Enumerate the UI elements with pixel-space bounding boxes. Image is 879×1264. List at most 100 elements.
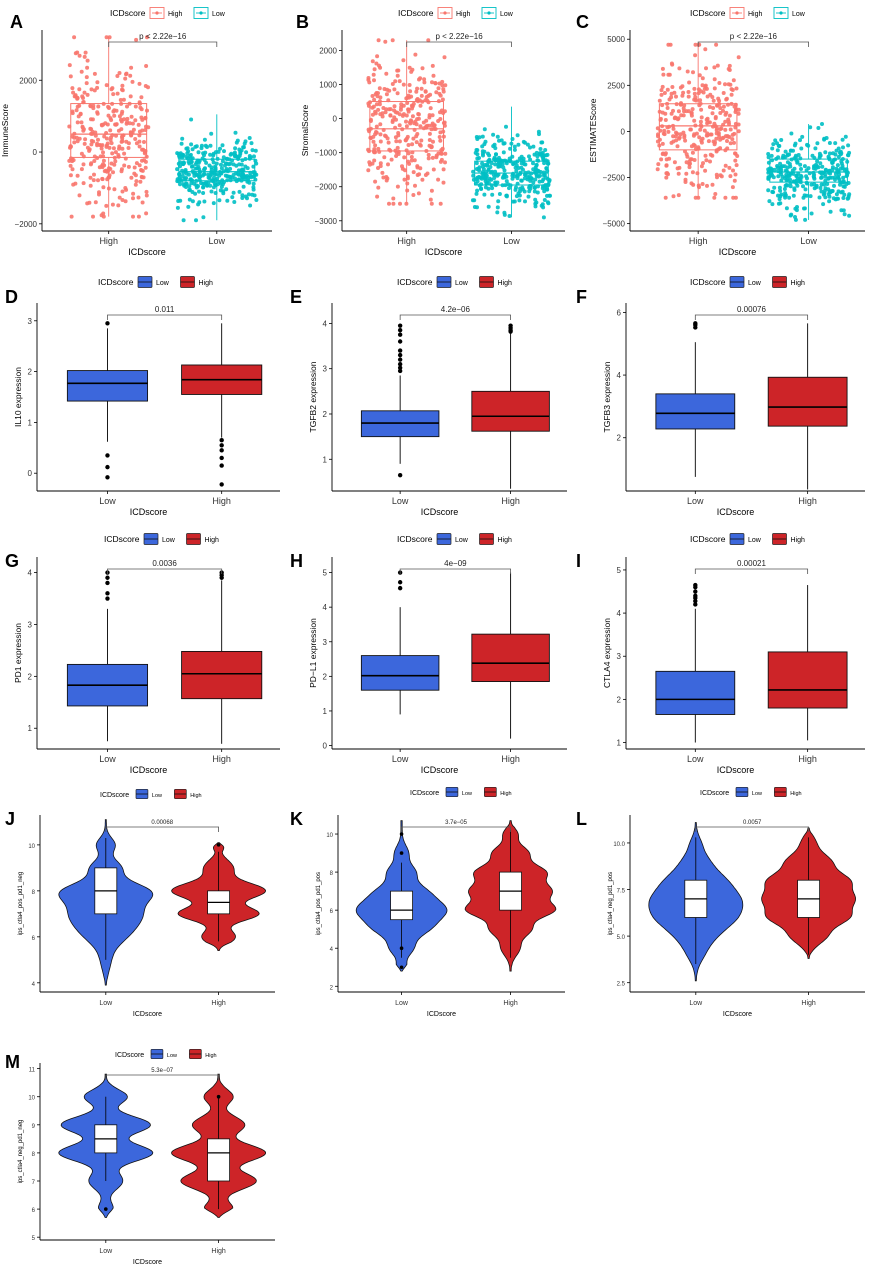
data-point: [537, 179, 542, 184]
data-point: [180, 136, 185, 141]
data-point: [480, 175, 485, 180]
data-point: [480, 134, 485, 139]
y-tick-label: 6: [32, 936, 36, 942]
data-point: [823, 168, 828, 173]
data-point: [366, 168, 371, 173]
data-point: [372, 97, 377, 102]
data-point: [380, 170, 385, 175]
data-point: [692, 91, 697, 96]
data-point: [409, 94, 414, 99]
data-point: [658, 128, 663, 133]
data-point: [113, 159, 118, 164]
data-point: [397, 79, 402, 84]
data-point: [788, 181, 793, 185]
data-point: [819, 175, 823, 180]
data-point: [710, 111, 715, 116]
data-point: [495, 210, 500, 215]
data-point: [657, 143, 662, 148]
data-point: [190, 147, 195, 152]
data-point: [236, 177, 241, 182]
data-point: [420, 177, 425, 182]
data-point: [244, 150, 249, 155]
y-tick-label: 8: [32, 890, 36, 896]
data-point: [142, 151, 147, 156]
data-point: [502, 141, 507, 146]
data-point: [515, 159, 520, 164]
data-point: [101, 185, 106, 190]
data-point: [410, 104, 415, 109]
data-point: [443, 83, 448, 88]
data-point: [96, 104, 101, 109]
data-point: [535, 190, 540, 195]
data-point: [240, 158, 245, 163]
data-point: [665, 87, 670, 92]
data-point: [76, 114, 81, 119]
data-point: [487, 176, 492, 181]
x-axis-title: ICDscore: [133, 1011, 162, 1018]
data-point: [134, 141, 139, 146]
data-point: [374, 124, 379, 129]
y-axis-title: ips_ctla4_pos_pd1_neg: [18, 872, 24, 935]
panel-H: H ICDscore Low High 0 1 2 3 4 5 Low High ICDscore PD−…: [290, 533, 567, 775]
data-point: [221, 189, 226, 194]
data-point: [131, 127, 136, 132]
data-point: [117, 114, 122, 119]
data-point: [391, 196, 396, 201]
data-point: [807, 171, 812, 176]
data-point: [423, 173, 428, 177]
data-point: [437, 81, 442, 86]
data-point: [114, 133, 118, 138]
data-point: [731, 78, 736, 83]
data-point: [75, 50, 80, 55]
box-low: [175, 114, 259, 223]
data-point: [814, 164, 819, 169]
data-point: [233, 176, 238, 181]
y-axis-title: ips_ctla4_neg_pd1_neg: [18, 1120, 24, 1184]
data-point: [75, 173, 80, 178]
data-point: [196, 164, 201, 169]
data-point: [228, 178, 233, 183]
data-point: [657, 109, 662, 114]
data-point: [134, 161, 139, 166]
data-point: [115, 74, 120, 78]
data-point: [809, 211, 814, 216]
data-point: [202, 153, 206, 158]
data-point: [717, 134, 722, 139]
data-point: [663, 195, 668, 200]
data-point: [412, 158, 417, 163]
data-point: [398, 201, 402, 206]
data-point: [690, 170, 695, 175]
data-point: [792, 143, 797, 148]
data-point: [721, 122, 726, 127]
y-tick-label: 2000: [319, 46, 337, 55]
data-point: [196, 159, 201, 164]
panel-letter: C: [576, 12, 589, 32]
data-point: [431, 167, 436, 172]
data-point: [105, 177, 110, 182]
data-point: [366, 76, 371, 80]
y-tick-label: 5000: [607, 35, 625, 44]
legend-label-low: Low: [156, 280, 170, 287]
data-point: [251, 164, 256, 169]
data-point: [376, 38, 381, 43]
x-tick-label: High: [689, 236, 708, 246]
data-point: [726, 82, 731, 87]
y-tick-label: 4: [323, 603, 328, 612]
data-point: [406, 143, 411, 147]
data-point: [517, 156, 522, 161]
y-tick-label: 2: [323, 410, 328, 419]
data-point: [504, 174, 509, 179]
data-point: [723, 163, 728, 168]
data-point: [393, 79, 398, 84]
data-point: [95, 80, 100, 85]
data-point: [182, 161, 186, 166]
data-point: [247, 136, 252, 140]
outlier-point: [397, 348, 403, 353]
data-point: [374, 61, 379, 66]
data-point: [691, 182, 696, 187]
box-low: [766, 122, 852, 222]
data-point: [526, 170, 531, 175]
data-point: [120, 198, 125, 202]
data-point: [799, 146, 804, 151]
data-point: [203, 143, 208, 148]
